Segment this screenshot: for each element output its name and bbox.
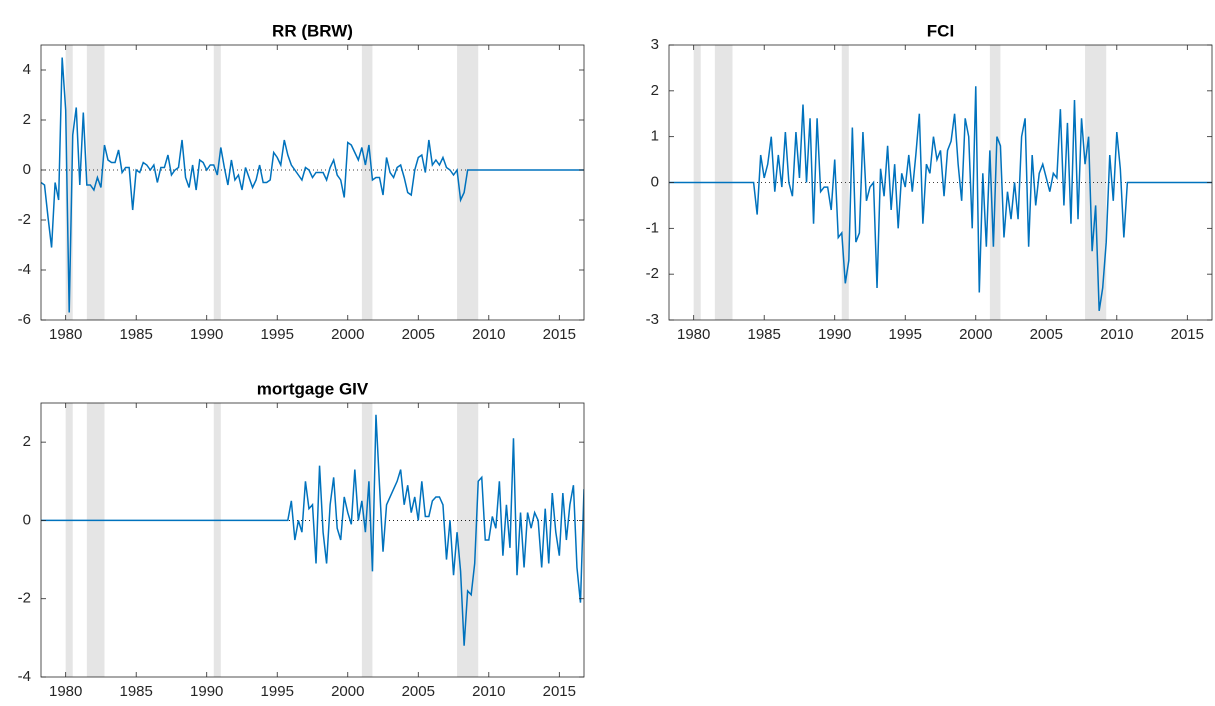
shaded-period (65, 403, 73, 677)
x-tick-label: 1990 (190, 683, 223, 700)
shaded-period (361, 403, 373, 677)
x-tick-label: 1985 (120, 683, 153, 700)
x-tick-label: 2005 (1030, 326, 1063, 343)
x-tick-label: 1995 (889, 326, 922, 343)
y-tick-label: 2 (23, 433, 31, 450)
y-tick-label: 2 (23, 111, 31, 128)
y-tick-label: -4 (18, 261, 31, 278)
x-tick-label: 2005 (402, 683, 435, 700)
shaded-period (1085, 45, 1107, 320)
y-tick-label: 2 (651, 82, 659, 99)
axes-box (40, 44, 585, 321)
y-tick-label: 0 (23, 511, 31, 528)
chart-title: mortgage GIV (257, 379, 369, 398)
y-tick-label: 0 (651, 173, 659, 190)
x-tick-label: 1995 (261, 326, 294, 343)
plot-area (41, 403, 584, 677)
shaded-period (65, 45, 73, 320)
y-tick-label: -4 (18, 668, 31, 685)
x-tick-label: 1980 (49, 683, 82, 700)
x-tick-label: 2010 (1100, 326, 1133, 343)
x-tick-label: 2000 (959, 326, 992, 343)
x-tick-label: 1985 (120, 326, 153, 343)
x-tick-label: 1980 (49, 326, 82, 343)
y-tick-label: -6 (18, 311, 31, 328)
y-tick-label: -2 (646, 265, 659, 282)
x-tick-label: 2010 (472, 326, 505, 343)
x-tick-label: 1985 (748, 326, 781, 343)
shaded-period (86, 403, 105, 677)
y-tick-label: 3 (651, 36, 659, 53)
shaded-period (213, 45, 221, 320)
x-tick-label: 1995 (261, 683, 294, 700)
x-tick-label: 2000 (331, 326, 364, 343)
axes-box (40, 402, 585, 678)
y-tick-label: -2 (18, 590, 31, 607)
panel: 1980 1985 1990 1995 2000 2005 2010 2015 -3 -2 -1 0 1… (646, 21, 1213, 343)
x-tick-label: 1980 (677, 326, 710, 343)
panel: 1980 1985 1990 1995 2000 2005 2010 2015 -4 -2 0 2 mo… (18, 379, 585, 700)
shaded-period (361, 45, 373, 320)
x-tick-label: 2015 (1171, 326, 1204, 343)
shaded-period (213, 403, 221, 677)
x-tick-label: 2000 (331, 683, 364, 700)
x-tick-label: 2010 (472, 683, 505, 700)
panel: 1980 1985 1990 1995 2000 2005 2010 2015 -6 -4 -2 0 2… (18, 21, 585, 343)
data-line (41, 414, 584, 646)
y-tick-label: 0 (23, 161, 31, 178)
x-tick-label: 2015 (543, 683, 576, 700)
x-tick-label: 1990 (818, 326, 851, 343)
y-tick-label: 4 (23, 61, 31, 78)
y-tick-label: -1 (646, 219, 659, 236)
x-tick-label: 2015 (543, 326, 576, 343)
chart-title: FCI (927, 21, 954, 40)
plot-area (41, 45, 584, 320)
y-tick-label: -3 (646, 311, 659, 328)
y-tick-label: -2 (18, 211, 31, 228)
plot-area (669, 45, 1212, 320)
data-line (669, 86, 1212, 311)
data-line (41, 57, 584, 313)
chart-title: RR (BRW) (272, 21, 353, 40)
y-tick-label: 1 (651, 128, 659, 145)
x-tick-label: 2005 (402, 326, 435, 343)
shaded-period (457, 45, 479, 320)
x-tick-label: 1990 (190, 326, 223, 343)
